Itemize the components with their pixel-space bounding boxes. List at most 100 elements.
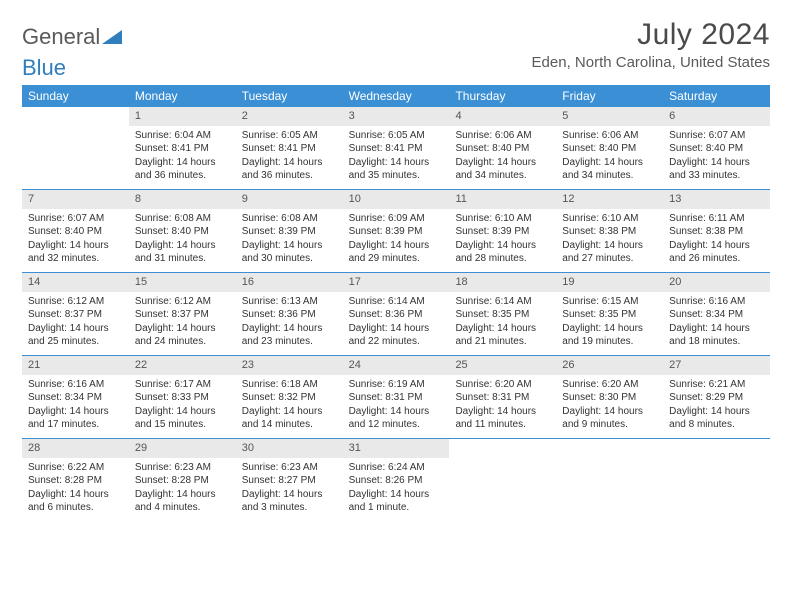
day-number: 14: [22, 273, 129, 292]
day-number: 25: [449, 356, 556, 375]
weeks-container: . 1Sunrise: 6:04 AMSunset: 8:41 PMDayligh…: [22, 107, 770, 521]
day-8: 8Sunrise: 6:08 AMSunset: 8:40 PMDaylight…: [129, 190, 236, 272]
day-body: Sunrise: 6:06 AMSunset: 8:40 PMDaylight:…: [556, 126, 663, 187]
sunset-line: Sunset: 8:37 PM: [135, 308, 230, 322]
day-28: 28Sunrise: 6:22 AMSunset: 8:28 PMDayligh…: [22, 439, 129, 521]
day-number: 9: [236, 190, 343, 209]
week-row: 28Sunrise: 6:22 AMSunset: 8:28 PMDayligh…: [22, 438, 770, 521]
day-4: 4Sunrise: 6:06 AMSunset: 8:40 PMDaylight…: [449, 107, 556, 189]
day-body: Sunrise: 6:16 AMSunset: 8:34 PMDaylight:…: [22, 375, 129, 436]
day-body: Sunrise: 6:19 AMSunset: 8:31 PMDaylight:…: [343, 375, 450, 436]
daylight-line: Daylight: 14 hours and 34 minutes.: [455, 156, 550, 183]
daylight-line: Daylight: 14 hours and 24 minutes.: [135, 322, 230, 349]
daylight-line: Daylight: 14 hours and 34 minutes.: [562, 156, 657, 183]
week-row: 7Sunrise: 6:07 AMSunset: 8:40 PMDaylight…: [22, 189, 770, 272]
day-1: 1Sunrise: 6:04 AMSunset: 8:41 PMDaylight…: [129, 107, 236, 189]
day-number: 7: [22, 190, 129, 209]
daylight-line: Daylight: 14 hours and 28 minutes.: [455, 239, 550, 266]
day-body: Sunrise: 6:10 AMSunset: 8:39 PMDaylight:…: [449, 209, 556, 270]
day-11: 11Sunrise: 6:10 AMSunset: 8:39 PMDayligh…: [449, 190, 556, 272]
logo-text-2: Blue: [22, 55, 66, 80]
day-body: Sunrise: 6:14 AMSunset: 8:35 PMDaylight:…: [449, 292, 556, 353]
day-number: 2: [236, 107, 343, 126]
dow-friday: Friday: [556, 85, 663, 107]
sunrise-line: Sunrise: 6:06 AM: [455, 129, 550, 143]
day-number: 27: [663, 356, 770, 375]
daylight-line: Daylight: 14 hours and 25 minutes.: [28, 322, 123, 349]
day-empty: .: [663, 439, 770, 521]
month-title: July 2024: [532, 18, 770, 52]
day-5: 5Sunrise: 6:06 AMSunset: 8:40 PMDaylight…: [556, 107, 663, 189]
day-body: Sunrise: 6:15 AMSunset: 8:35 PMDaylight:…: [556, 292, 663, 353]
day-number: 31: [343, 439, 450, 458]
daylight-line: Daylight: 14 hours and 36 minutes.: [242, 156, 337, 183]
sunset-line: Sunset: 8:40 PM: [455, 142, 550, 156]
day-number: 20: [663, 273, 770, 292]
day-22: 22Sunrise: 6:17 AMSunset: 8:33 PMDayligh…: [129, 356, 236, 438]
daylight-line: Daylight: 14 hours and 35 minutes.: [349, 156, 444, 183]
sunset-line: Sunset: 8:35 PM: [562, 308, 657, 322]
day-number: 28: [22, 439, 129, 458]
sunset-line: Sunset: 8:36 PM: [349, 308, 444, 322]
daylight-line: Daylight: 14 hours and 6 minutes.: [28, 488, 123, 515]
day-10: 10Sunrise: 6:09 AMSunset: 8:39 PMDayligh…: [343, 190, 450, 272]
daylight-line: Daylight: 14 hours and 12 minutes.: [349, 405, 444, 432]
daylight-line: Daylight: 14 hours and 27 minutes.: [562, 239, 657, 266]
day-body: Sunrise: 6:10 AMSunset: 8:38 PMDaylight:…: [556, 209, 663, 270]
calendar-page: General July 2024 Eden, North Carolina, …: [0, 0, 792, 539]
sunset-line: Sunset: 8:31 PM: [349, 391, 444, 405]
day-body: Sunrise: 6:13 AMSunset: 8:36 PMDaylight:…: [236, 292, 343, 353]
day-body: Sunrise: 6:06 AMSunset: 8:40 PMDaylight:…: [449, 126, 556, 187]
day-15: 15Sunrise: 6:12 AMSunset: 8:37 PMDayligh…: [129, 273, 236, 355]
day-body: Sunrise: 6:08 AMSunset: 8:40 PMDaylight:…: [129, 209, 236, 270]
day-body: Sunrise: 6:05 AMSunset: 8:41 PMDaylight:…: [236, 126, 343, 187]
day-number: 29: [129, 439, 236, 458]
daylight-line: Daylight: 14 hours and 33 minutes.: [669, 156, 764, 183]
sunset-line: Sunset: 8:40 PM: [28, 225, 123, 239]
page-header: General July 2024 Eden, North Carolina, …: [22, 18, 770, 71]
sunrise-line: Sunrise: 6:18 AM: [242, 378, 337, 392]
daylight-line: Daylight: 14 hours and 15 minutes.: [135, 405, 230, 432]
sunrise-line: Sunrise: 6:15 AM: [562, 295, 657, 309]
day-body: Sunrise: 6:18 AMSunset: 8:32 PMDaylight:…: [236, 375, 343, 436]
dow-thursday: Thursday: [449, 85, 556, 107]
sunrise-line: Sunrise: 6:16 AM: [669, 295, 764, 309]
sunset-line: Sunset: 8:39 PM: [349, 225, 444, 239]
sunset-line: Sunset: 8:38 PM: [669, 225, 764, 239]
day-26: 26Sunrise: 6:20 AMSunset: 8:30 PMDayligh…: [556, 356, 663, 438]
daylight-line: Daylight: 14 hours and 22 minutes.: [349, 322, 444, 349]
day-number: 11: [449, 190, 556, 209]
day-empty: .: [556, 439, 663, 521]
daylight-line: Daylight: 14 hours and 3 minutes.: [242, 488, 337, 515]
dow-monday: Monday: [129, 85, 236, 107]
day-body: Sunrise: 6:09 AMSunset: 8:39 PMDaylight:…: [343, 209, 450, 270]
location-subtitle: Eden, North Carolina, United States: [532, 54, 770, 71]
day-20: 20Sunrise: 6:16 AMSunset: 8:34 PMDayligh…: [663, 273, 770, 355]
sunrise-line: Sunrise: 6:14 AM: [349, 295, 444, 309]
daylight-line: Daylight: 14 hours and 18 minutes.: [669, 322, 764, 349]
day-31: 31Sunrise: 6:24 AMSunset: 8:26 PMDayligh…: [343, 439, 450, 521]
day-number: 1: [129, 107, 236, 126]
sunset-line: Sunset: 8:40 PM: [135, 225, 230, 239]
sunrise-line: Sunrise: 6:07 AM: [669, 129, 764, 143]
day-number: 23: [236, 356, 343, 375]
day-12: 12Sunrise: 6:10 AMSunset: 8:38 PMDayligh…: [556, 190, 663, 272]
day-body: Sunrise: 6:23 AMSunset: 8:28 PMDaylight:…: [129, 458, 236, 519]
day-body: Sunrise: 6:12 AMSunset: 8:37 PMDaylight:…: [22, 292, 129, 353]
day-body: Sunrise: 6:12 AMSunset: 8:37 PMDaylight:…: [129, 292, 236, 353]
sunrise-line: Sunrise: 6:08 AM: [135, 212, 230, 226]
sunset-line: Sunset: 8:28 PM: [135, 474, 230, 488]
day-3: 3Sunrise: 6:05 AMSunset: 8:41 PMDaylight…: [343, 107, 450, 189]
sunset-line: Sunset: 8:34 PM: [669, 308, 764, 322]
day-number: 13: [663, 190, 770, 209]
sunset-line: Sunset: 8:31 PM: [455, 391, 550, 405]
day-19: 19Sunrise: 6:15 AMSunset: 8:35 PMDayligh…: [556, 273, 663, 355]
day-body: Sunrise: 6:16 AMSunset: 8:34 PMDaylight:…: [663, 292, 770, 353]
day-number: 19: [556, 273, 663, 292]
day-body: Sunrise: 6:07 AMSunset: 8:40 PMDaylight:…: [22, 209, 129, 270]
day-body: Sunrise: 6:11 AMSunset: 8:38 PMDaylight:…: [663, 209, 770, 270]
logo-text-1: General: [22, 24, 100, 50]
day-number: 21: [22, 356, 129, 375]
sunset-line: Sunset: 8:38 PM: [562, 225, 657, 239]
sunrise-line: Sunrise: 6:10 AM: [455, 212, 550, 226]
